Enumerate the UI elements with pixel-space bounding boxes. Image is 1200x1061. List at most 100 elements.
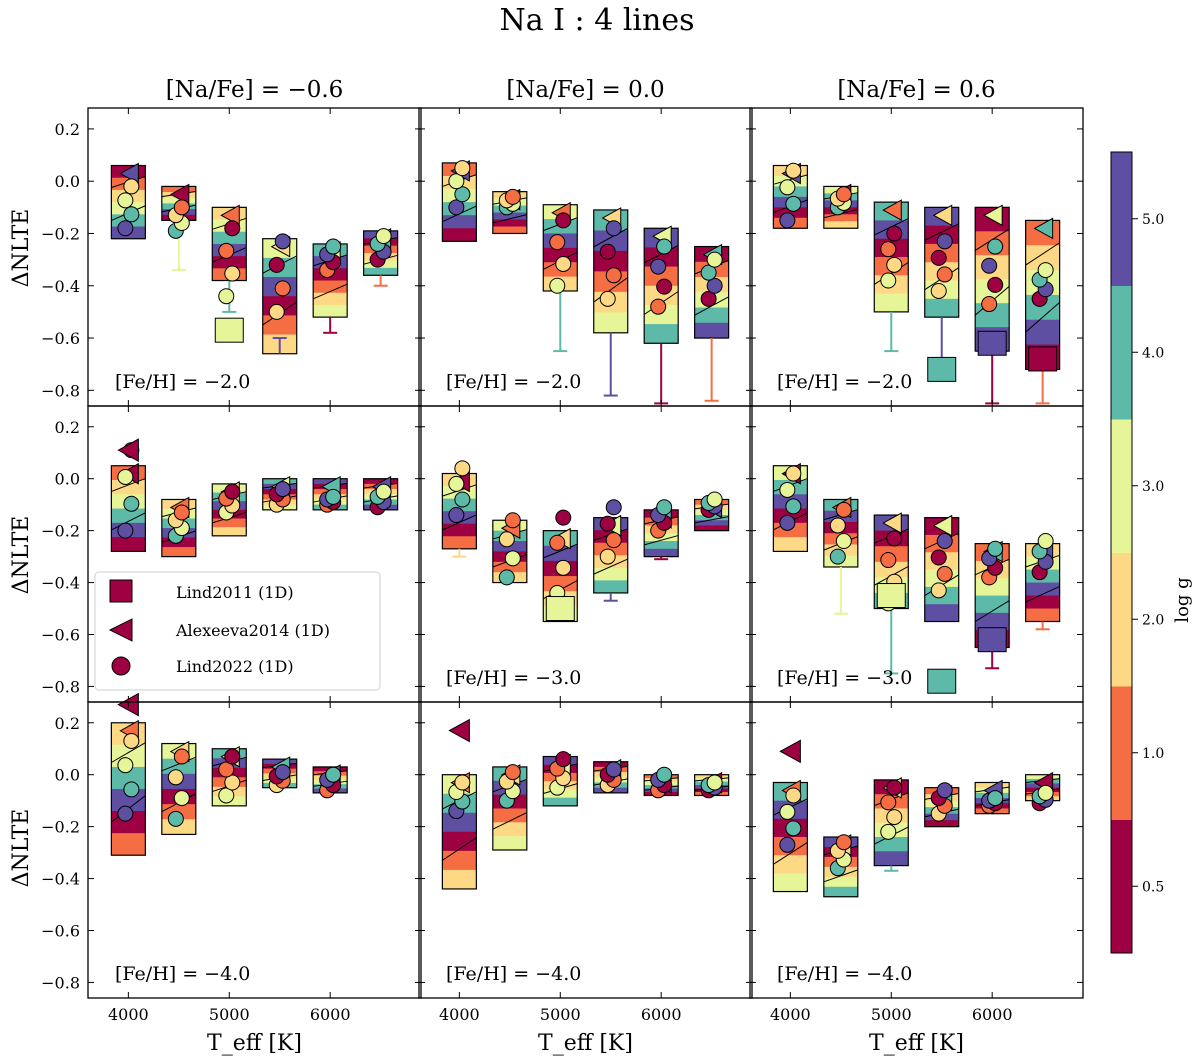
- circle-marker: [117, 805, 134, 822]
- box-diagonal: [492, 812, 528, 830]
- circle-marker: [454, 160, 471, 177]
- circle-marker: [448, 475, 465, 492]
- circle-marker: [829, 548, 846, 565]
- circle-marker: [117, 192, 134, 209]
- box-band: [313, 292, 348, 306]
- box-band: [823, 876, 858, 888]
- triangle-marker: [117, 438, 139, 462]
- circle-marker: [504, 764, 521, 781]
- feh-label: [Fe/H] = −3.0: [777, 667, 912, 689]
- box-diagonal: [1025, 301, 1060, 333]
- panel-r3-c1: 0.2 0.0 −0.2 −0.4 −0.6 −0.8 4000 5000 6000 [Fe/H]…: [41, 692, 422, 1024]
- box-diagonal: [644, 535, 679, 546]
- box-diagonal: [1025, 586, 1060, 603]
- square-marker: [977, 627, 1007, 653]
- y-tick-label: −0.2: [41, 818, 80, 837]
- box-band: [924, 604, 959, 623]
- box-band: [874, 837, 909, 852]
- colorbar-segment: [1111, 819, 1132, 954]
- box-diagonal: [111, 512, 146, 531]
- box-band: [212, 256, 247, 269]
- circle-marker: [454, 186, 471, 203]
- y-tick-label: −0.6: [41, 921, 80, 940]
- box-band: [442, 215, 477, 229]
- triangle-marker: [119, 162, 139, 185]
- box-band: [694, 520, 729, 526]
- circle-marker: [779, 836, 796, 853]
- circle-marker: [555, 255, 572, 272]
- box-band: [262, 478, 297, 485]
- square-marker: [545, 596, 575, 622]
- circle-marker: [218, 288, 235, 305]
- circle-marker: [549, 534, 566, 551]
- circle-marker: [656, 278, 673, 295]
- figure-title: Na I : 4 lines: [500, 3, 695, 38]
- circle-marker: [880, 794, 897, 811]
- feh-label: [Fe/H] = −4.0: [446, 963, 581, 985]
- circle-marker: [268, 303, 285, 320]
- circle-marker: [706, 774, 723, 791]
- circle-marker: [930, 549, 947, 566]
- circle-marker: [650, 258, 667, 275]
- circle-marker: [779, 514, 796, 531]
- box-diagonal: [924, 223, 959, 241]
- x-tick-label: 4000: [439, 1005, 480, 1024]
- circle-marker: [498, 569, 515, 586]
- ylabel-row-1: ΔNLTE: [9, 209, 34, 288]
- box-band: [111, 833, 146, 856]
- circle-marker: [599, 515, 616, 532]
- y-tick-label: −0.2: [41, 522, 80, 541]
- circle-marker: [325, 766, 342, 783]
- colorbar-tick-label: 5.0: [1142, 212, 1164, 228]
- y-tick-label: −0.4: [41, 574, 80, 593]
- circle-marker: [498, 531, 515, 548]
- legend-triangle-marker: [108, 618, 133, 642]
- circle-marker: [123, 206, 140, 223]
- circle-marker: [268, 256, 285, 273]
- box-diagonal: [593, 227, 628, 248]
- circle-marker: [454, 491, 471, 508]
- circle-marker: [549, 234, 566, 251]
- circle-marker: [454, 774, 471, 791]
- circle-marker: [173, 748, 190, 765]
- legend: Lind2011 (1D) Alexeeva2014 (1D) Lind2022…: [94, 571, 381, 691]
- box-band: [694, 307, 729, 324]
- box-diagonal: [492, 214, 527, 224]
- legend-label-alexeeva2014: Alexeeva2014 (1D): [175, 621, 330, 640]
- feh-label: [Fe/H] = −4.0: [777, 963, 912, 985]
- circle-marker: [1037, 533, 1054, 550]
- box-diagonal: [593, 558, 628, 575]
- circle-marker: [218, 242, 235, 259]
- circle-marker: [599, 290, 616, 307]
- panel-frame: [418, 701, 753, 999]
- box-band: [492, 561, 527, 573]
- square-marker: [977, 330, 1007, 356]
- circle-marker: [605, 267, 622, 284]
- circle-marker: [448, 173, 465, 190]
- circle-marker: [605, 761, 622, 778]
- circle-marker: [504, 550, 521, 567]
- circle-marker: [930, 249, 947, 266]
- circle-marker: [936, 233, 953, 250]
- circle-marker: [599, 243, 616, 260]
- circle-marker: [779, 212, 796, 229]
- circle-marker: [173, 790, 190, 807]
- box-band: [694, 322, 729, 339]
- circle-marker: [123, 732, 140, 749]
- box-diagonal: [442, 837, 477, 861]
- circle-marker: [835, 501, 852, 518]
- box-band: [313, 280, 348, 294]
- y-tick-label: 0.0: [55, 470, 80, 489]
- data-box: [161, 498, 197, 558]
- box-band: [262, 315, 297, 336]
- circle-marker: [656, 766, 673, 783]
- triangle-marker: [779, 739, 801, 764]
- circle-marker: [605, 532, 622, 549]
- square-marker: [214, 317, 244, 343]
- circle-marker: [448, 199, 465, 216]
- box-diagonal: [111, 742, 146, 763]
- x-tick-label: 6000: [310, 1005, 351, 1024]
- box-band: [363, 478, 398, 485]
- triangle-marker: [882, 199, 902, 221]
- circle-marker: [274, 764, 291, 781]
